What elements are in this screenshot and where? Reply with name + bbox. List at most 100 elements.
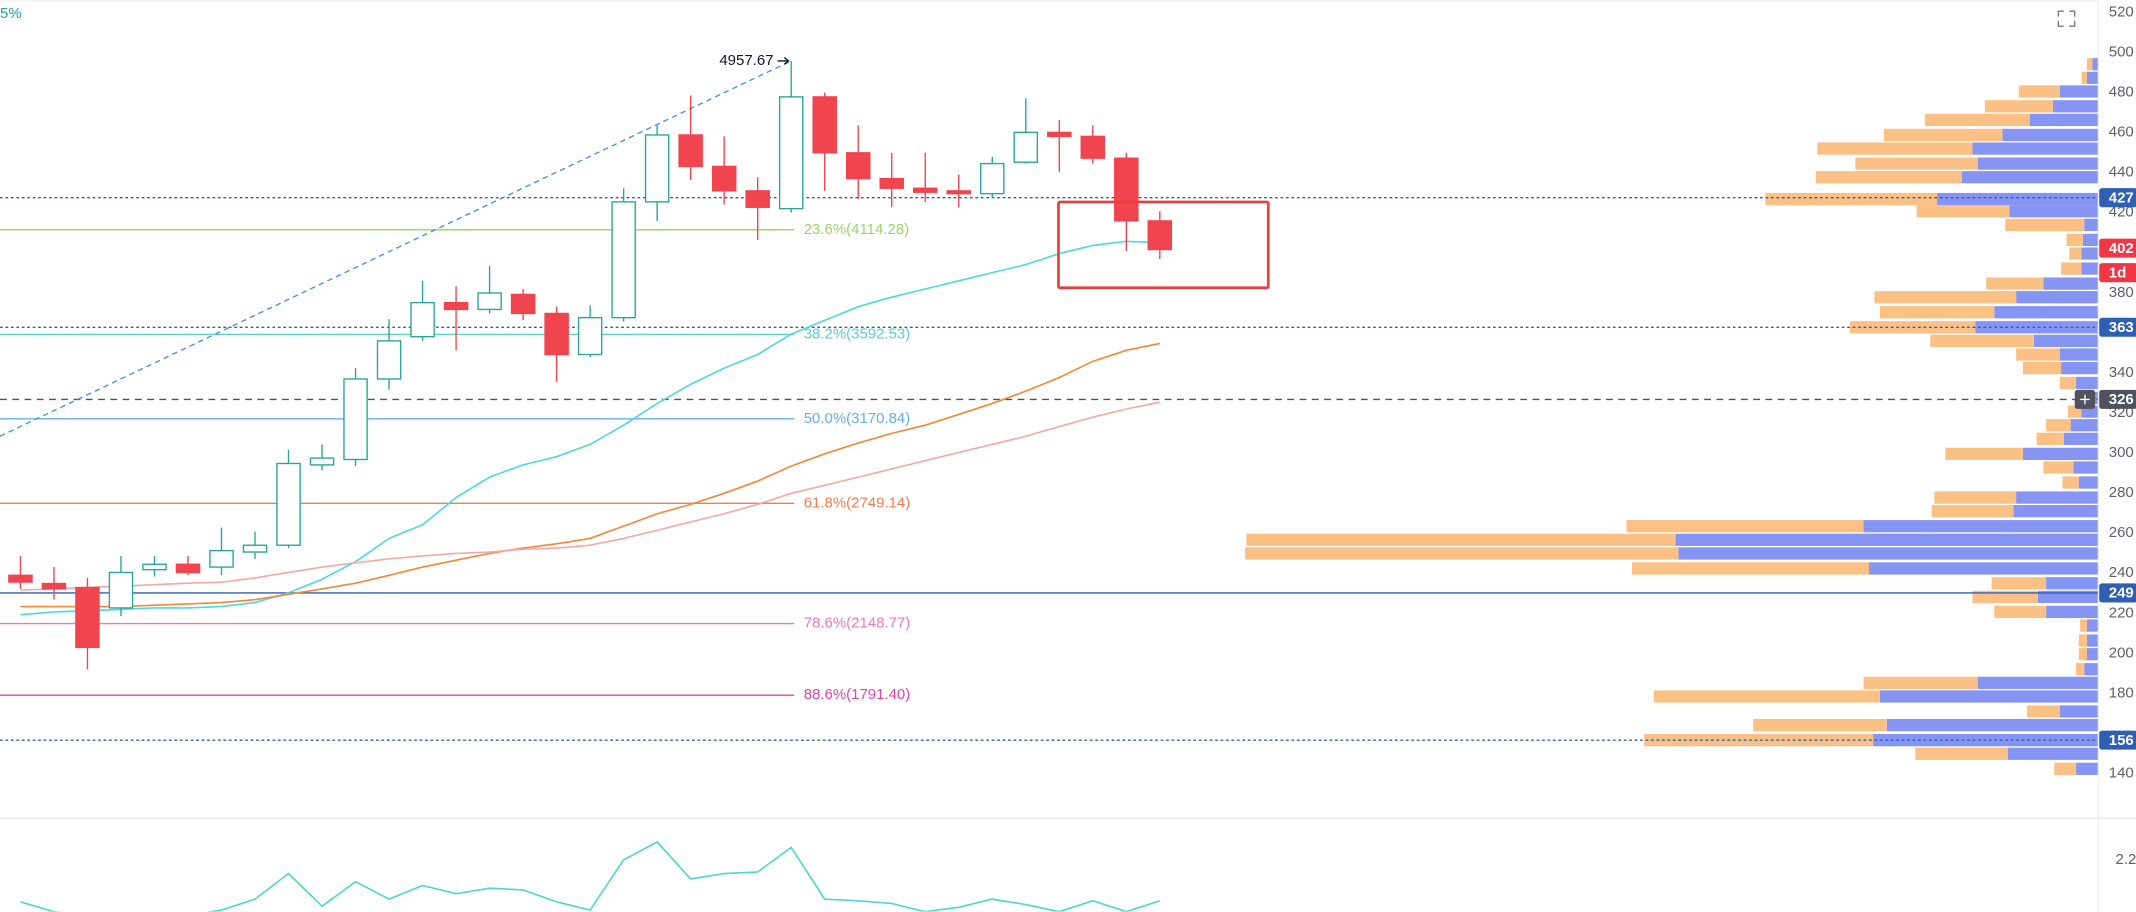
fib-label: 50.0%(3170.84) — [804, 410, 911, 427]
vp-up-bar — [2082, 233, 2098, 247]
price-tag-label: 156 — [2109, 732, 2134, 749]
y-tick-label: 440 — [2109, 164, 2134, 181]
vp-down-bar — [1817, 142, 1973, 155]
price-tag — [2099, 389, 2136, 409]
vp-up-bar — [1977, 676, 2098, 689]
fullscreen-button[interactable] — [2054, 7, 2079, 29]
vp-up-bar — [1886, 718, 2098, 732]
fullscreen-icon[interactable] — [2057, 10, 2076, 27]
vp-down-bar — [2076, 663, 2085, 676]
vp-up-bar — [2070, 419, 2098, 432]
vp-up-bar — [2063, 432, 2098, 445]
fib-label: 61.8%(2749.14) — [804, 494, 911, 511]
fib-label: 38.2%(3592.53) — [804, 325, 911, 342]
moving-average — [20, 401, 1160, 591]
candle-body — [778, 96, 804, 210]
vp-down-bar — [1945, 447, 2023, 461]
vp-down-bar — [1765, 192, 1938, 206]
vp-down-bar — [2059, 376, 2077, 390]
candle-body — [812, 96, 837, 154]
fib-label: 23.6%(4114.28) — [804, 221, 909, 238]
vp-down-bar — [1991, 577, 2047, 590]
vp-up-bar — [2007, 747, 2098, 760]
fib-label: 78.6%(2148.77) — [804, 615, 911, 632]
vp-up-bar — [2016, 291, 2098, 304]
candle-body — [1013, 131, 1039, 163]
vp-down-bar — [2016, 348, 2060, 361]
candle-body — [1147, 220, 1173, 251]
vp-up-bar — [2059, 705, 2098, 718]
vp-up-bar — [1879, 690, 2098, 703]
crosshair-icon — [2080, 394, 2090, 405]
corner-label: 5% — [0, 5, 22, 22]
highlight-box — [1057, 200, 1270, 290]
vp-down-bar — [1863, 676, 1978, 689]
vp-up-bar — [2016, 491, 2098, 504]
vp-up-bar — [2029, 113, 2098, 127]
y-tick-label: 500 — [2109, 43, 2134, 60]
vp-up-bar — [1977, 157, 2098, 170]
vp-up-bar — [2076, 376, 2098, 390]
y-tick-label: 340 — [2109, 364, 2134, 381]
vp-down-bar — [2080, 619, 2087, 632]
vp-up-bar — [2061, 362, 2098, 375]
vp-up-bar — [2046, 605, 2098, 619]
vp-up-bar — [1972, 142, 2098, 155]
y-tick-label: 280 — [2109, 484, 2134, 501]
vp-up-bar — [1937, 192, 2098, 206]
main-pane: 23.6%(4114.28) 38.2%(3592.53) 50.0%(3170.8… — [0, 52, 2098, 775]
vp-up-bar — [2076, 762, 2098, 775]
vp-up-bar — [1678, 547, 2098, 560]
candle-body — [745, 190, 770, 208]
vp-up-bar — [2009, 205, 2098, 218]
vp-down-bar — [1815, 171, 1962, 184]
oscillator-pane — [20, 840, 1161, 912]
vp-down-bar — [2022, 362, 2062, 375]
vp-down-bar — [1930, 334, 2034, 348]
vp-down-bar — [1924, 113, 2030, 127]
candle-body — [309, 457, 335, 466]
vp-down-bar — [2043, 461, 2074, 474]
vp-up-bar — [1961, 171, 2098, 184]
y-tick-label: 260 — [2109, 524, 2134, 541]
vp-down-bar — [2078, 648, 2087, 661]
vp-down-bar — [2081, 71, 2087, 84]
vp-down-bar — [1916, 205, 2010, 218]
candle-body — [41, 582, 67, 590]
vp-down-bar — [1915, 747, 2008, 760]
price-tag-label: 363 — [2109, 319, 2134, 336]
vp-down-bar — [1934, 491, 2017, 504]
vp-down-bar — [1644, 734, 1874, 747]
price-tag — [2099, 317, 2136, 337]
y-tick-label: 2.2 — [2116, 851, 2136, 868]
candle-body — [410, 301, 435, 338]
peak-arrow — [777, 56, 790, 65]
candle-body — [979, 162, 1005, 195]
candle-body — [577, 316, 603, 356]
price-tag — [2099, 238, 2136, 258]
price-tag-label: 249 — [2109, 585, 2134, 602]
trend-line — [0, 60, 792, 437]
candle-body — [1047, 131, 1072, 138]
price-tag — [2099, 188, 2136, 208]
vp-down-bar — [1246, 533, 1676, 546]
vp-down-bar — [1874, 291, 2017, 304]
y-tick-label: 520 — [2109, 3, 2134, 20]
vp-up-bar — [2037, 590, 2098, 604]
vp-up-bar — [2092, 58, 2098, 71]
moving-average — [20, 342, 1160, 608]
vp-down-bar — [2069, 247, 2082, 260]
candle-body — [75, 586, 100, 649]
candle-body — [678, 134, 703, 168]
candle-body — [8, 574, 33, 583]
candle-body — [510, 293, 536, 315]
fullscreen-bg[interactable] — [2054, 7, 2079, 29]
vp-up-bar — [1975, 321, 2098, 334]
price-tag-label: 326 — [2109, 391, 2134, 408]
y-tick-label: 460 — [2109, 124, 2134, 141]
y-tick-label: 140 — [2109, 765, 2134, 782]
vp-up-bar — [2059, 348, 2098, 361]
price-axis: 5205004804604404203803403203002802602402… — [2074, 3, 2136, 868]
vp-down-bar — [1753, 718, 1887, 732]
